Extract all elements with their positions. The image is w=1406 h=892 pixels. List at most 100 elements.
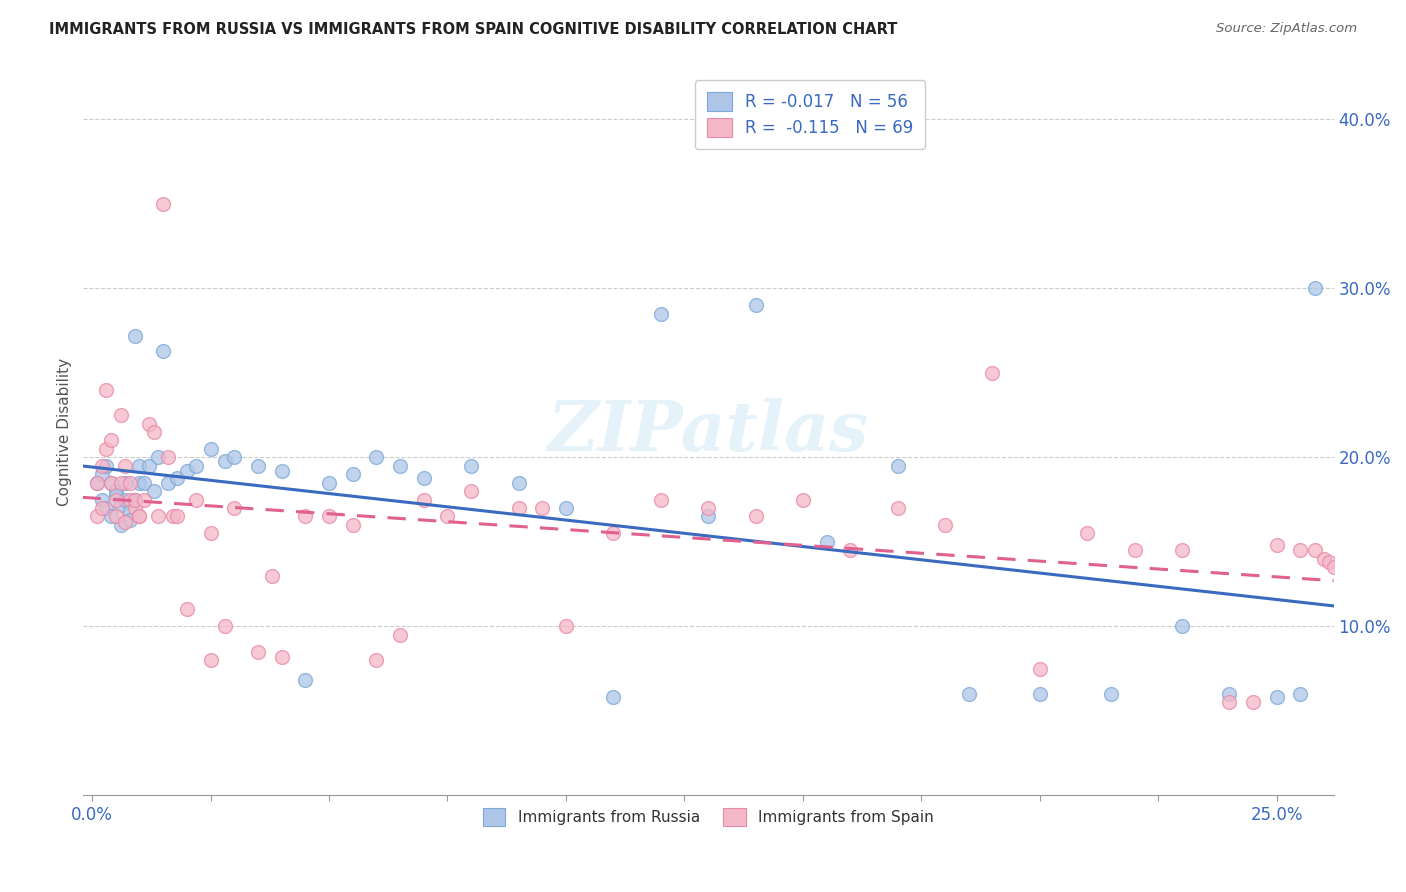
Point	[412, 470, 434, 484]
Point	[460, 458, 482, 473]
Point	[214, 453, 236, 467]
Point	[142, 425, 165, 439]
Point	[162, 509, 184, 524]
Point	[110, 475, 132, 490]
Point	[886, 501, 908, 516]
Point	[436, 509, 458, 524]
Point	[90, 458, 112, 473]
Point	[270, 649, 292, 664]
Point	[118, 492, 141, 507]
Point	[114, 475, 136, 490]
Point	[110, 498, 132, 512]
Point	[128, 458, 150, 473]
Point	[508, 501, 530, 516]
Point	[124, 492, 146, 507]
Point	[148, 509, 170, 524]
Point	[100, 509, 122, 524]
Point	[166, 509, 188, 524]
Point	[1313, 551, 1336, 566]
Point	[294, 509, 316, 524]
Point	[142, 484, 165, 499]
Point	[138, 417, 160, 431]
Point	[1171, 619, 1194, 633]
Point	[114, 458, 136, 473]
Point	[96, 501, 118, 516]
Point	[1303, 281, 1326, 295]
Point	[118, 475, 141, 490]
Point	[96, 383, 118, 397]
Point	[650, 492, 672, 507]
Point	[1099, 687, 1122, 701]
Point	[90, 467, 112, 482]
Point	[602, 690, 624, 705]
Point	[152, 196, 174, 211]
Point	[1323, 560, 1346, 574]
Point	[389, 628, 412, 642]
Point	[156, 450, 179, 465]
Point	[697, 509, 720, 524]
Point	[214, 619, 236, 633]
Point	[124, 328, 146, 343]
Point	[104, 509, 127, 524]
Point	[886, 458, 908, 473]
Point	[602, 526, 624, 541]
Point	[86, 475, 108, 490]
Point	[86, 509, 108, 524]
Point	[110, 517, 132, 532]
Point	[342, 517, 364, 532]
Point	[224, 501, 246, 516]
Point	[460, 484, 482, 499]
Point	[186, 458, 208, 473]
Point	[650, 307, 672, 321]
Point	[124, 492, 146, 507]
Point	[1076, 526, 1098, 541]
Point	[176, 602, 198, 616]
Y-axis label: Cognitive Disability: Cognitive Disability	[58, 358, 72, 506]
Point	[246, 645, 269, 659]
Text: ZIPatlas: ZIPatlas	[547, 398, 869, 466]
Point	[90, 501, 112, 516]
Point	[100, 434, 122, 448]
Point	[318, 475, 340, 490]
Point	[118, 513, 141, 527]
Point	[104, 492, 127, 507]
Point	[128, 509, 150, 524]
Point	[176, 464, 198, 478]
Legend: Immigrants from Russia, Immigrants from Spain: Immigrants from Russia, Immigrants from …	[474, 799, 943, 835]
Point	[839, 543, 862, 558]
Point	[156, 475, 179, 490]
Point	[1171, 543, 1194, 558]
Point	[744, 509, 766, 524]
Point	[90, 492, 112, 507]
Point	[957, 687, 980, 701]
Point	[114, 492, 136, 507]
Point	[1289, 687, 1312, 701]
Point	[1303, 543, 1326, 558]
Point	[1241, 695, 1264, 709]
Point	[1029, 662, 1052, 676]
Point	[246, 458, 269, 473]
Point	[366, 450, 388, 465]
Point	[96, 458, 118, 473]
Point	[128, 509, 150, 524]
Point	[555, 619, 578, 633]
Point	[1123, 543, 1146, 558]
Point	[934, 517, 956, 532]
Point	[1265, 538, 1288, 552]
Point	[262, 568, 284, 582]
Point	[118, 504, 141, 518]
Point	[96, 442, 118, 456]
Point	[104, 484, 127, 499]
Point	[100, 475, 122, 490]
Point	[100, 475, 122, 490]
Point	[1317, 555, 1340, 569]
Point	[1218, 695, 1240, 709]
Point	[152, 343, 174, 358]
Point	[1218, 687, 1240, 701]
Point	[270, 464, 292, 478]
Point	[412, 492, 434, 507]
Point	[389, 458, 412, 473]
Point	[531, 501, 554, 516]
Point	[792, 492, 814, 507]
Point	[86, 475, 108, 490]
